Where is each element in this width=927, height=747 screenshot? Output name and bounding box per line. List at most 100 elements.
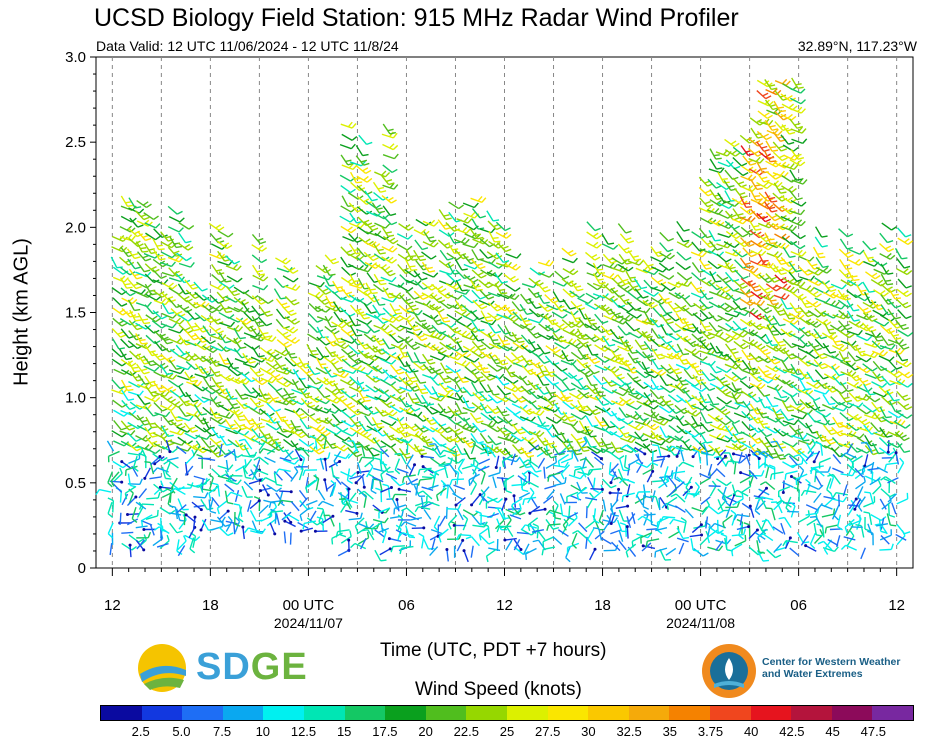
wind-barb-shaft [175, 344, 185, 355]
wind-barb-shaft [480, 320, 493, 326]
wind-barb-flag [473, 407, 479, 413]
calm-dot [609, 522, 613, 526]
wind-barb-shaft [471, 402, 482, 411]
wind-barb-flag [562, 524, 567, 531]
wind-barb-flag [461, 289, 468, 292]
wind-barb-flag [121, 403, 128, 408]
wind-barb-shaft [314, 305, 327, 313]
wind-barb-shaft [503, 474, 515, 483]
wind-barb-flag [490, 258, 496, 265]
wind-barb-flag [442, 484, 449, 488]
wind-barb-shaft [431, 283, 442, 293]
wind-barb-flag [623, 298, 630, 302]
wind-barb-shaft [111, 430, 123, 438]
wind-barb-flag [702, 317, 708, 322]
wind-barb-flag [535, 469, 542, 473]
wind-barb-shaft [685, 358, 694, 369]
wind-barb-shaft [600, 437, 609, 449]
wind-barb-shaft [128, 319, 138, 331]
wind-barb-flag [261, 528, 266, 535]
wind-barb-shaft [554, 434, 565, 444]
wind-barb-flag [156, 509, 159, 517]
wind-barb-flag [150, 266, 157, 270]
wind-barb-shaft [643, 514, 649, 526]
wind-barb-shaft [470, 463, 482, 471]
wind-barb-shaft [487, 322, 496, 334]
calm-dot [158, 485, 162, 489]
wind-barb-shaft [553, 301, 562, 312]
wind-barb-flag [176, 210, 183, 215]
wind-barb-flag [308, 442, 315, 447]
wind-barb-shaft [135, 435, 147, 442]
wind-barb-shaft [381, 338, 390, 350]
wind-barb-flag [386, 401, 393, 406]
wind-barb-flag [220, 285, 227, 291]
wind-barb-flag [411, 268, 418, 272]
wind-barb-shaft [651, 266, 664, 273]
wind-barb-flag [512, 379, 519, 385]
wind-barb-flag [515, 410, 521, 416]
wind-barb-shaft [433, 515, 441, 528]
wind-barb-shaft [227, 306, 239, 313]
wind-barb-shaft [462, 509, 475, 517]
wind-barb-flag [158, 248, 165, 251]
wind-barb-shaft [356, 369, 369, 376]
wind-barb-flag [350, 188, 356, 194]
wind-barb-shaft [128, 268, 138, 280]
wind-barb-shaft [545, 345, 556, 354]
wind-barb-flag [504, 227, 511, 232]
wind-barb-shaft [684, 399, 694, 410]
wind-barb-flag [566, 450, 573, 453]
wind-barb-shaft [649, 389, 659, 400]
wind-barb-shaft [250, 530, 263, 535]
wind-barb-shaft [357, 400, 368, 410]
wind-barb-flag [390, 437, 397, 441]
wind-barb-flag [237, 415, 244, 418]
wind-barb-flag [665, 318, 672, 322]
wind-barb-flag [289, 352, 296, 356]
wind-barb-flag [593, 370, 600, 375]
wind-barb-flag [266, 322, 273, 327]
wind-barb-shaft [668, 363, 677, 375]
wind-barb-flag [362, 396, 369, 399]
wind-barb-shaft [251, 234, 261, 245]
wind-barb-shaft [224, 295, 237, 303]
wind-barb-shaft [657, 445, 662, 458]
wind-barb-shaft [513, 413, 524, 422]
wind-barb-flag [609, 425, 616, 429]
wind-barb-shaft [396, 427, 406, 438]
wind-barb-flag [391, 494, 396, 501]
wind-barb-shaft [380, 358, 392, 365]
wind-barb-shaft [553, 383, 563, 393]
wind-barb-shaft [210, 243, 223, 250]
wind-barb-shaft [225, 474, 237, 482]
wind-barb-shaft [438, 209, 447, 220]
wind-barb-shaft [332, 372, 345, 379]
wind-barb-shaft [242, 465, 247, 478]
wind-barb-flag [571, 374, 578, 379]
wind-barb-shaft [309, 510, 317, 522]
calm-dot [452, 523, 456, 527]
wind-barb-shaft [137, 373, 146, 385]
wind-barb-flag [477, 376, 484, 380]
wind-barb-flag [231, 403, 238, 406]
wind-barb-flag [209, 333, 216, 337]
wind-barb-flag [628, 400, 635, 406]
wind-barb-flag [200, 301, 206, 307]
wind-barb-shaft [269, 522, 276, 535]
wind-barb-flag [595, 305, 601, 310]
wind-barb-shaft [127, 258, 136, 270]
wind-barb-shaft [426, 484, 439, 490]
wind-barb-shaft [635, 494, 644, 506]
wind-barb-shaft [120, 420, 130, 431]
wind-barb-flag [260, 410, 266, 416]
wind-barb-shaft [202, 325, 211, 336]
wind-barb-flag [617, 450, 624, 453]
wind-barb-flag [217, 417, 223, 423]
wind-barb-flag [439, 449, 445, 456]
wind-barb-shaft [471, 208, 481, 219]
wind-barb-shaft [634, 380, 645, 389]
wind-barb-shaft [127, 452, 140, 456]
wind-barb-flag [389, 296, 396, 299]
wind-barb-flag [419, 388, 427, 391]
